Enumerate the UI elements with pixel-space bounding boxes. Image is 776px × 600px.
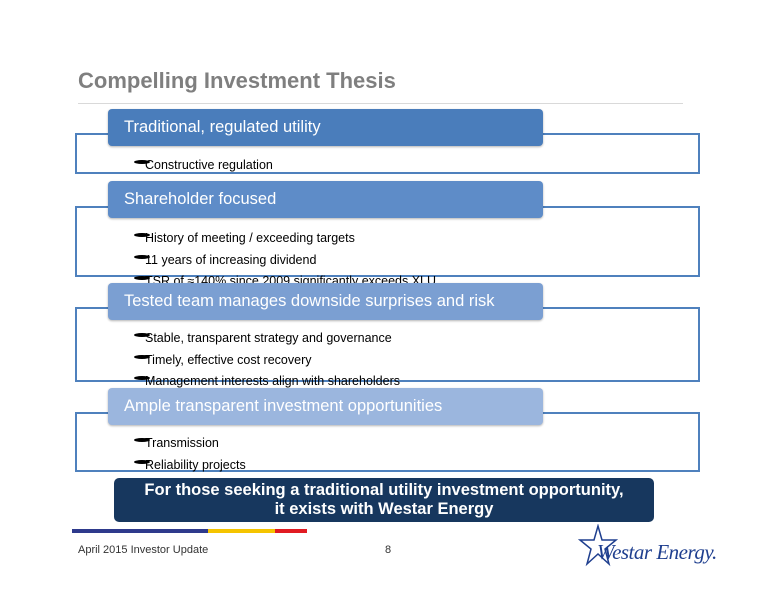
bullet-text: Timely, effective cost recovery [145,352,312,367]
bullet-text: 11 years of increasing dividend [145,252,317,267]
bullet-list: History of meeting / exceeding targets 11… [121,226,436,291]
bullet-dot [134,376,150,380]
bullet-text: Reliability projects [145,457,246,472]
bullet-item: History of meeting / exceeding targets [121,226,436,248]
bullet-text: Transmission [145,436,219,450]
page-number: 8 [385,544,392,556]
bullet-item: 11 years of increasing dividend [121,248,436,270]
color-bar-yellow [208,529,275,533]
section-heading: Shareholder focused [108,181,543,218]
bullet-dot [134,459,150,464]
conclusion-line: it exists with Westar Energy [274,500,494,518]
slide-title: Compelling Investment Thesis [78,68,396,93]
section-heading: Tested team manages downside surprises a… [108,283,543,320]
conclusion-box: For those seeking a traditional utility … [114,478,654,522]
section-heading: Traditional, regulated utility [108,109,543,146]
bullet-dot [134,160,150,164]
bullet-list: Transmission Reliability projects [121,431,246,474]
logo-star [578,524,618,567]
bullet-dot [134,354,150,359]
bullet-item: Constructive regulation [121,153,273,175]
logo-text: Westar Energy. [597,540,717,564]
bullet-item: Stable, transparent strategy and governa… [121,326,400,348]
bullet-dot [134,276,150,280]
bullet-item: Transmission [121,431,246,453]
section-heading: Ample transparent investment opportuniti… [108,388,543,425]
bullet-list: Constructive regulation [121,153,273,175]
bullet-text: History of meeting / exceeding targets [145,231,355,245]
bullet-text: Stable, transparent strategy and governa… [145,331,392,345]
color-bar-blue [72,529,208,533]
conclusion-line: For those seeking a traditional utility … [144,481,624,499]
bullet-text: Constructive regulation [145,158,273,172]
title-rule [78,103,683,104]
bullet-dot [134,333,150,337]
bullet-item: Timely, effective cost recovery [121,348,400,370]
bullet-list: Stable, transparent strategy and governa… [121,326,400,391]
bullet-dot [134,438,150,442]
bullet-item: Management interests align with sharehol… [121,369,400,391]
bullet-dot [134,233,150,237]
color-bar-red [275,529,307,533]
footer-text: April 2015 Investor Update [78,544,209,556]
bullet-dot [134,254,150,259]
bullet-item: Reliability projects [121,453,246,475]
bullet-text: Management interests align with sharehol… [145,374,400,388]
